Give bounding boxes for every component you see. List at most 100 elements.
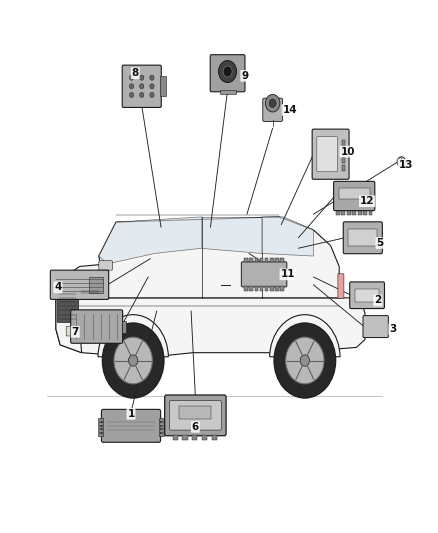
Bar	[342, 165, 346, 171]
Polygon shape	[99, 217, 202, 264]
Circle shape	[114, 337, 152, 384]
FancyBboxPatch shape	[263, 98, 283, 122]
Polygon shape	[202, 217, 262, 254]
Text: 12: 12	[360, 196, 374, 206]
Bar	[352, 211, 356, 215]
FancyBboxPatch shape	[101, 409, 161, 442]
Bar	[254, 286, 258, 290]
Bar	[160, 77, 166, 96]
Circle shape	[150, 84, 154, 89]
Bar	[280, 258, 284, 262]
Circle shape	[219, 61, 237, 83]
FancyBboxPatch shape	[350, 282, 385, 309]
Bar	[192, 435, 198, 440]
Bar	[347, 211, 351, 215]
Bar	[275, 286, 279, 290]
Circle shape	[274, 323, 336, 398]
Bar	[99, 433, 102, 436]
Circle shape	[286, 337, 324, 384]
Text: 1: 1	[127, 409, 134, 419]
FancyBboxPatch shape	[122, 65, 161, 108]
Polygon shape	[56, 298, 365, 356]
Bar	[260, 258, 263, 262]
Bar	[339, 188, 370, 199]
Wedge shape	[98, 314, 168, 358]
Text: 5: 5	[376, 238, 384, 248]
Bar	[270, 286, 273, 290]
Circle shape	[150, 75, 154, 80]
Bar	[336, 211, 340, 215]
Bar	[342, 157, 346, 163]
Circle shape	[128, 355, 138, 366]
Circle shape	[140, 84, 144, 89]
Circle shape	[129, 75, 134, 80]
Bar	[244, 286, 248, 290]
Circle shape	[150, 92, 154, 98]
Text: 10: 10	[340, 147, 355, 157]
FancyBboxPatch shape	[50, 270, 109, 300]
Bar	[265, 286, 268, 290]
Bar	[99, 429, 102, 432]
Bar	[260, 286, 263, 290]
Text: 4: 4	[54, 282, 62, 293]
Bar	[342, 149, 346, 154]
Circle shape	[397, 157, 406, 167]
FancyBboxPatch shape	[363, 316, 389, 337]
Text: 2: 2	[374, 295, 381, 305]
Bar	[202, 435, 207, 440]
Bar	[355, 289, 379, 302]
Polygon shape	[56, 277, 81, 353]
Text: 6: 6	[192, 422, 199, 432]
FancyBboxPatch shape	[66, 327, 79, 336]
Bar	[99, 422, 102, 425]
Circle shape	[269, 99, 276, 107]
Bar	[275, 258, 279, 262]
Text: 11: 11	[280, 269, 295, 279]
Bar	[280, 286, 284, 290]
Text: 14: 14	[283, 105, 297, 115]
Polygon shape	[56, 264, 107, 298]
Circle shape	[300, 355, 310, 366]
Circle shape	[129, 84, 134, 89]
Polygon shape	[262, 217, 314, 256]
Polygon shape	[99, 217, 339, 298]
FancyBboxPatch shape	[170, 401, 221, 430]
Bar	[173, 435, 178, 440]
Bar	[363, 211, 367, 215]
Text: 9: 9	[241, 71, 248, 81]
FancyBboxPatch shape	[312, 129, 349, 179]
Bar	[159, 422, 164, 425]
Bar	[159, 425, 164, 429]
Circle shape	[102, 323, 164, 398]
Bar	[265, 258, 268, 262]
Bar	[182, 435, 187, 440]
Bar	[159, 418, 164, 421]
FancyBboxPatch shape	[74, 284, 102, 299]
Bar	[159, 429, 164, 432]
Bar	[254, 258, 258, 262]
FancyBboxPatch shape	[317, 136, 337, 172]
Bar	[89, 277, 103, 293]
Bar	[159, 433, 164, 436]
Bar	[219, 90, 236, 94]
Bar	[348, 229, 378, 246]
Bar	[212, 435, 217, 440]
Bar	[99, 418, 102, 421]
FancyBboxPatch shape	[338, 274, 344, 298]
FancyBboxPatch shape	[99, 261, 113, 270]
Text: 7: 7	[71, 327, 79, 337]
FancyBboxPatch shape	[210, 55, 245, 92]
Bar	[122, 320, 126, 333]
Circle shape	[223, 66, 232, 77]
Circle shape	[265, 94, 280, 112]
Circle shape	[140, 75, 144, 80]
Bar	[270, 258, 273, 262]
FancyBboxPatch shape	[165, 395, 226, 436]
Bar	[99, 425, 102, 429]
Bar	[342, 140, 346, 146]
Circle shape	[129, 92, 134, 98]
Circle shape	[140, 92, 144, 98]
Bar	[250, 286, 253, 290]
FancyBboxPatch shape	[57, 288, 79, 322]
Bar	[244, 258, 248, 262]
